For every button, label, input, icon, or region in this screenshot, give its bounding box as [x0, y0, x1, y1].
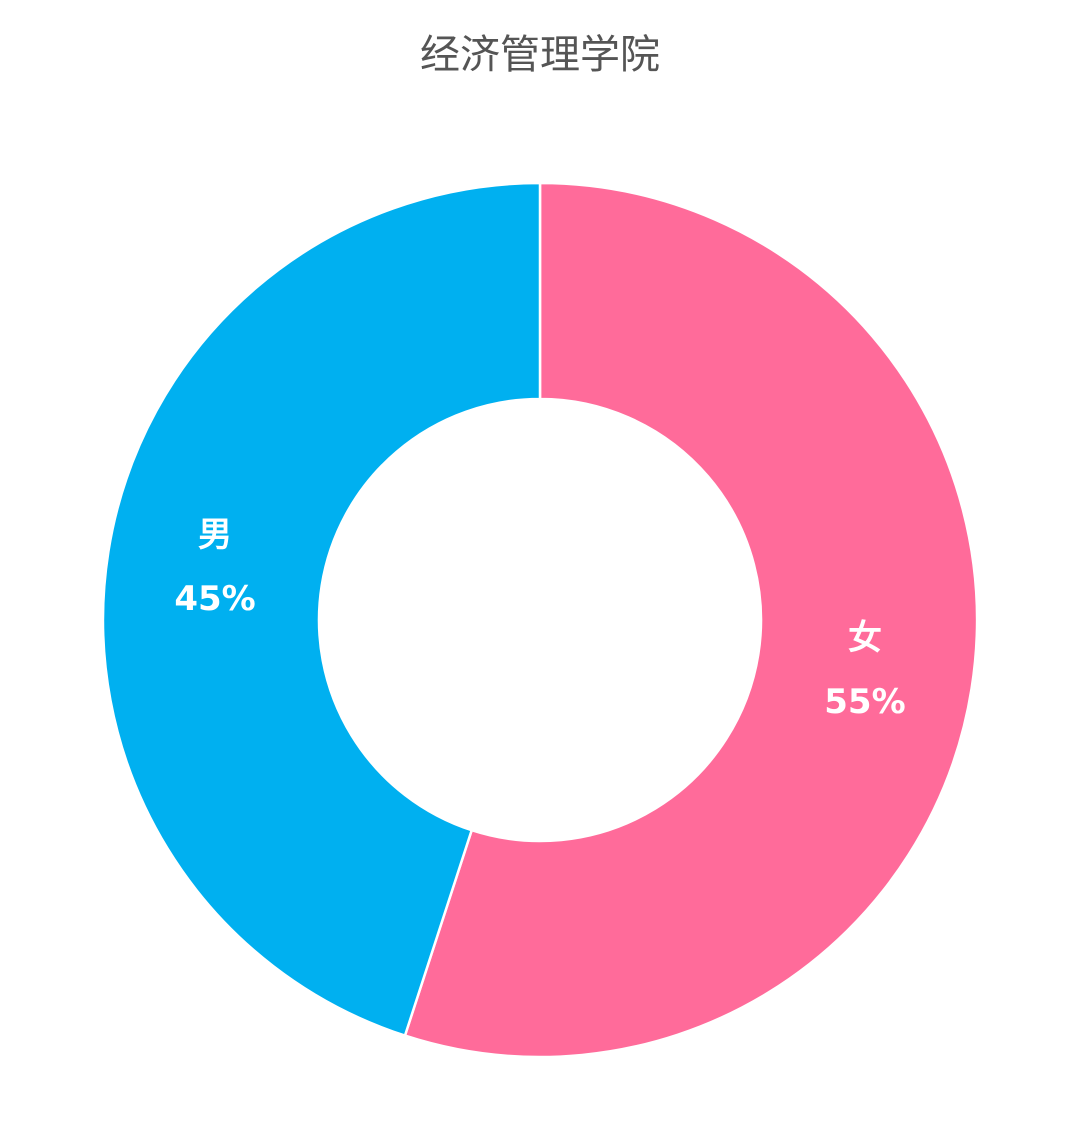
value-label: 55% [824, 682, 905, 722]
donut-slice [101, 181, 542, 1038]
slice-label: 男 [198, 515, 232, 555]
donut-slice [403, 181, 979, 1059]
chart-title: 经济管理学院 [420, 32, 660, 78]
slice-label: 女 [848, 618, 882, 658]
value-label: 45% [174, 579, 255, 619]
